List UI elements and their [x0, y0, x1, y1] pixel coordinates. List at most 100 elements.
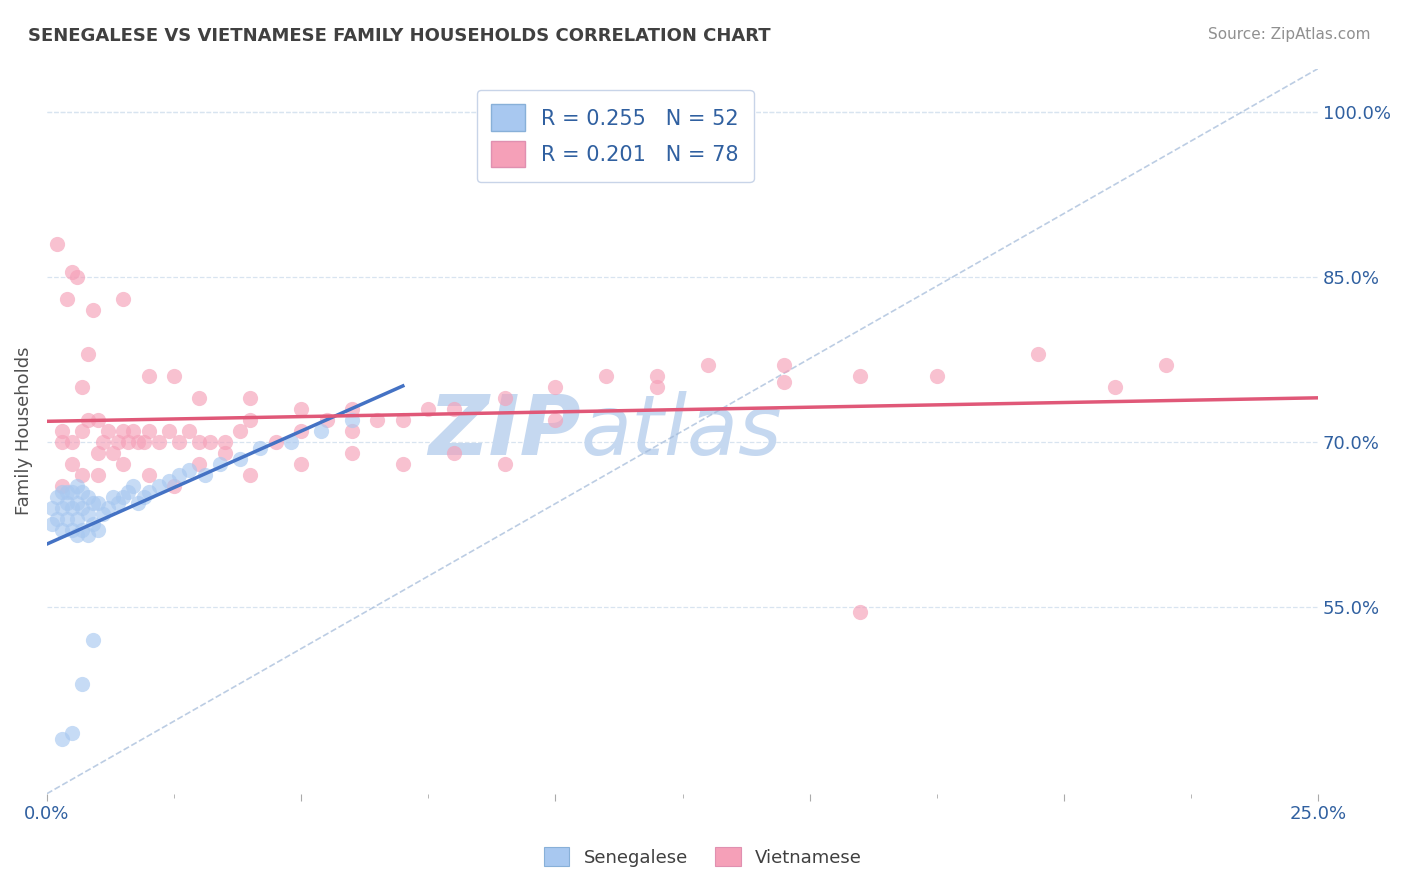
Point: [229, 424, 252, 438]
Point: [340, 413, 363, 427]
Point: [1104, 380, 1126, 394]
Point: [122, 424, 145, 438]
Point: [41, 517, 63, 532]
Text: atlas: atlas: [581, 391, 782, 472]
Point: [117, 484, 139, 499]
Point: [66, 495, 89, 509]
Point: [214, 435, 236, 450]
Point: [60, 484, 83, 499]
Point: [132, 435, 155, 450]
Point: [60, 501, 83, 516]
Point: [340, 402, 363, 417]
Point: [76, 413, 98, 427]
Point: [87, 413, 110, 427]
Point: [87, 495, 110, 509]
Point: [41, 501, 63, 516]
Point: [82, 495, 104, 509]
Point: [148, 479, 170, 493]
Point: [167, 468, 190, 483]
Point: [117, 435, 139, 450]
Point: [132, 490, 155, 504]
Point: [366, 413, 388, 427]
Point: [188, 391, 211, 405]
Point: [163, 479, 186, 493]
Point: [51, 501, 73, 516]
Point: [122, 479, 145, 493]
Point: [76, 490, 98, 504]
Point: [443, 402, 465, 417]
Point: [494, 391, 516, 405]
Point: [1028, 347, 1050, 361]
Point: [290, 424, 312, 438]
Point: [97, 424, 120, 438]
Point: [208, 457, 231, 471]
Point: [66, 512, 89, 526]
Point: [418, 402, 440, 417]
Point: [392, 457, 415, 471]
Point: [229, 451, 252, 466]
Point: [544, 413, 567, 427]
Point: [72, 484, 94, 499]
Point: [148, 435, 170, 450]
Point: [157, 424, 180, 438]
Point: [849, 369, 872, 384]
Point: [138, 424, 160, 438]
Point: [46, 490, 69, 504]
Point: [112, 292, 135, 306]
Point: [60, 523, 83, 537]
Point: [46, 237, 69, 252]
Point: [72, 501, 94, 516]
Point: [66, 479, 89, 493]
Point: [773, 375, 796, 389]
Point: [340, 424, 363, 438]
Point: [157, 474, 180, 488]
Point: [188, 457, 211, 471]
Point: [87, 523, 110, 537]
Point: [46, 512, 69, 526]
Point: [82, 303, 104, 318]
Point: [101, 446, 124, 460]
Point: [138, 369, 160, 384]
Point: [60, 435, 83, 450]
Point: [925, 369, 948, 384]
Point: [56, 512, 79, 526]
Point: [163, 369, 186, 384]
Point: [179, 424, 201, 438]
Point: [91, 435, 114, 450]
Point: [311, 424, 333, 438]
Point: [76, 528, 98, 542]
Point: [51, 523, 73, 537]
Legend: R = 0.255   N = 52, R = 0.201   N = 78: R = 0.255 N = 52, R = 0.201 N = 78: [477, 90, 754, 182]
Point: [193, 468, 215, 483]
Point: [198, 435, 221, 450]
Point: [315, 413, 337, 427]
Point: [51, 484, 73, 499]
Y-axis label: Family Households: Family Households: [15, 347, 32, 516]
Point: [72, 677, 94, 691]
Point: [76, 347, 98, 361]
Point: [494, 457, 516, 471]
Text: SENEGALESE VS VIETNAMESE FAMILY HOUSEHOLDS CORRELATION CHART: SENEGALESE VS VIETNAMESE FAMILY HOUSEHOL…: [28, 27, 770, 45]
Point: [239, 468, 262, 483]
Point: [51, 731, 73, 746]
Point: [82, 517, 104, 532]
Point: [264, 435, 287, 450]
Point: [56, 292, 79, 306]
Point: [340, 446, 363, 460]
Point: [697, 358, 720, 372]
Point: [127, 435, 149, 450]
Point: [645, 380, 668, 394]
Point: [239, 413, 262, 427]
Text: Source: ZipAtlas.com: Source: ZipAtlas.com: [1208, 27, 1371, 42]
Point: [72, 523, 94, 537]
Point: [239, 391, 262, 405]
Point: [82, 632, 104, 647]
Point: [188, 435, 211, 450]
Point: [112, 424, 135, 438]
Point: [544, 380, 567, 394]
Point: [107, 435, 129, 450]
Point: [72, 424, 94, 438]
Point: [51, 435, 73, 450]
Point: [290, 457, 312, 471]
Point: [97, 501, 120, 516]
